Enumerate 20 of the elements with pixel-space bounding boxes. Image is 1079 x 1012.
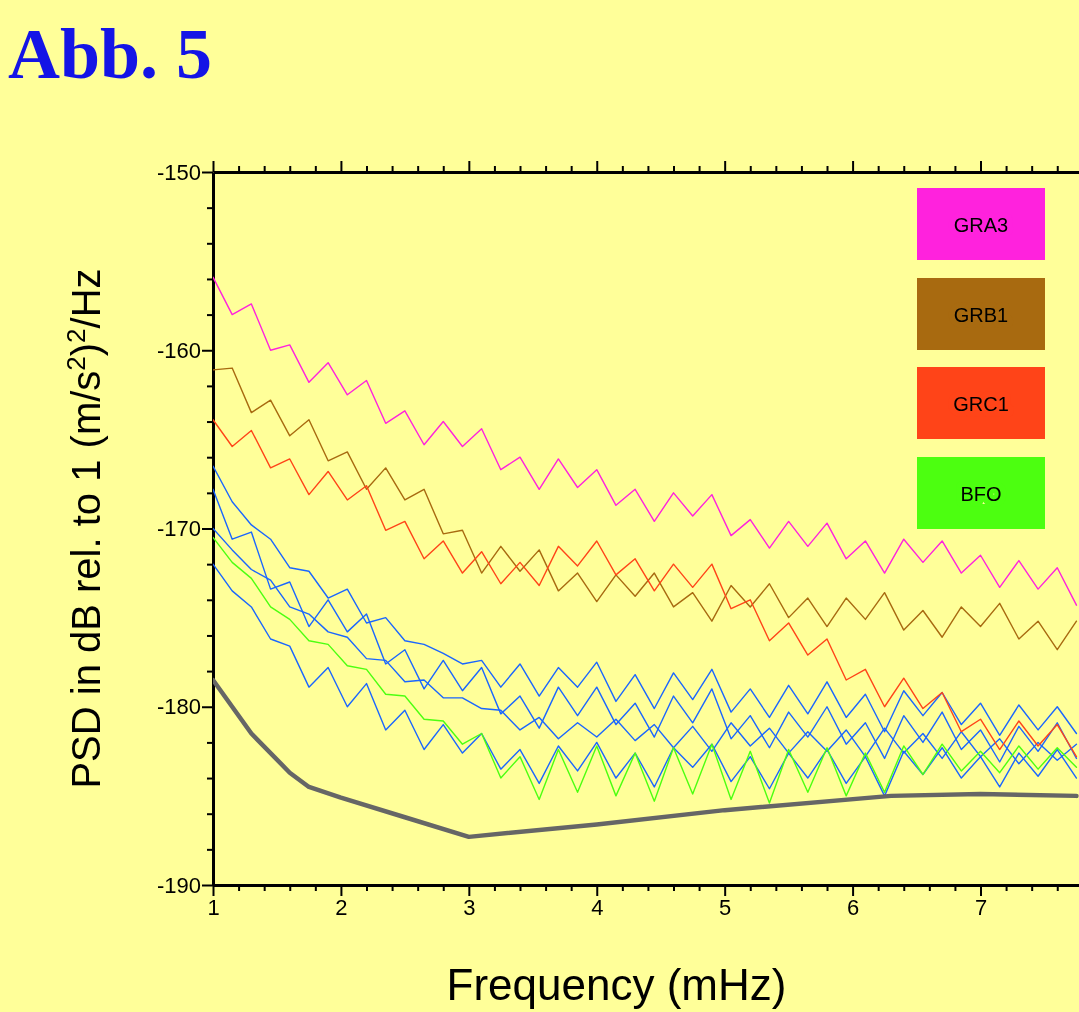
y-tick-label: -150 xyxy=(156,159,201,185)
line-series xyxy=(213,276,1078,606)
y-tick-label: -190 xyxy=(156,872,201,898)
chart-title: Abb. 5 xyxy=(8,14,213,94)
x-tick-label: 2 xyxy=(335,894,348,920)
x-tick-label: 3 xyxy=(463,894,476,920)
line-series xyxy=(213,419,1078,758)
legend-label: BFO xyxy=(960,482,1002,505)
y-tick-label: -180 xyxy=(156,694,201,720)
line-series xyxy=(213,677,1079,840)
line-series xyxy=(213,367,1078,651)
legend-label: GRC1 xyxy=(953,393,1009,415)
x-tick-label: 7 xyxy=(974,894,988,920)
x-axis-title: Frequency (mHz) xyxy=(446,960,787,1009)
x-tick-label: 5 xyxy=(719,894,732,920)
x-tick-label: 4 xyxy=(591,894,604,920)
y-tick-label: -160 xyxy=(156,337,201,363)
x-tick-label: 6 xyxy=(846,894,860,920)
x-tick-label: 1 xyxy=(207,894,220,920)
y-tick-label: -170 xyxy=(156,516,201,542)
